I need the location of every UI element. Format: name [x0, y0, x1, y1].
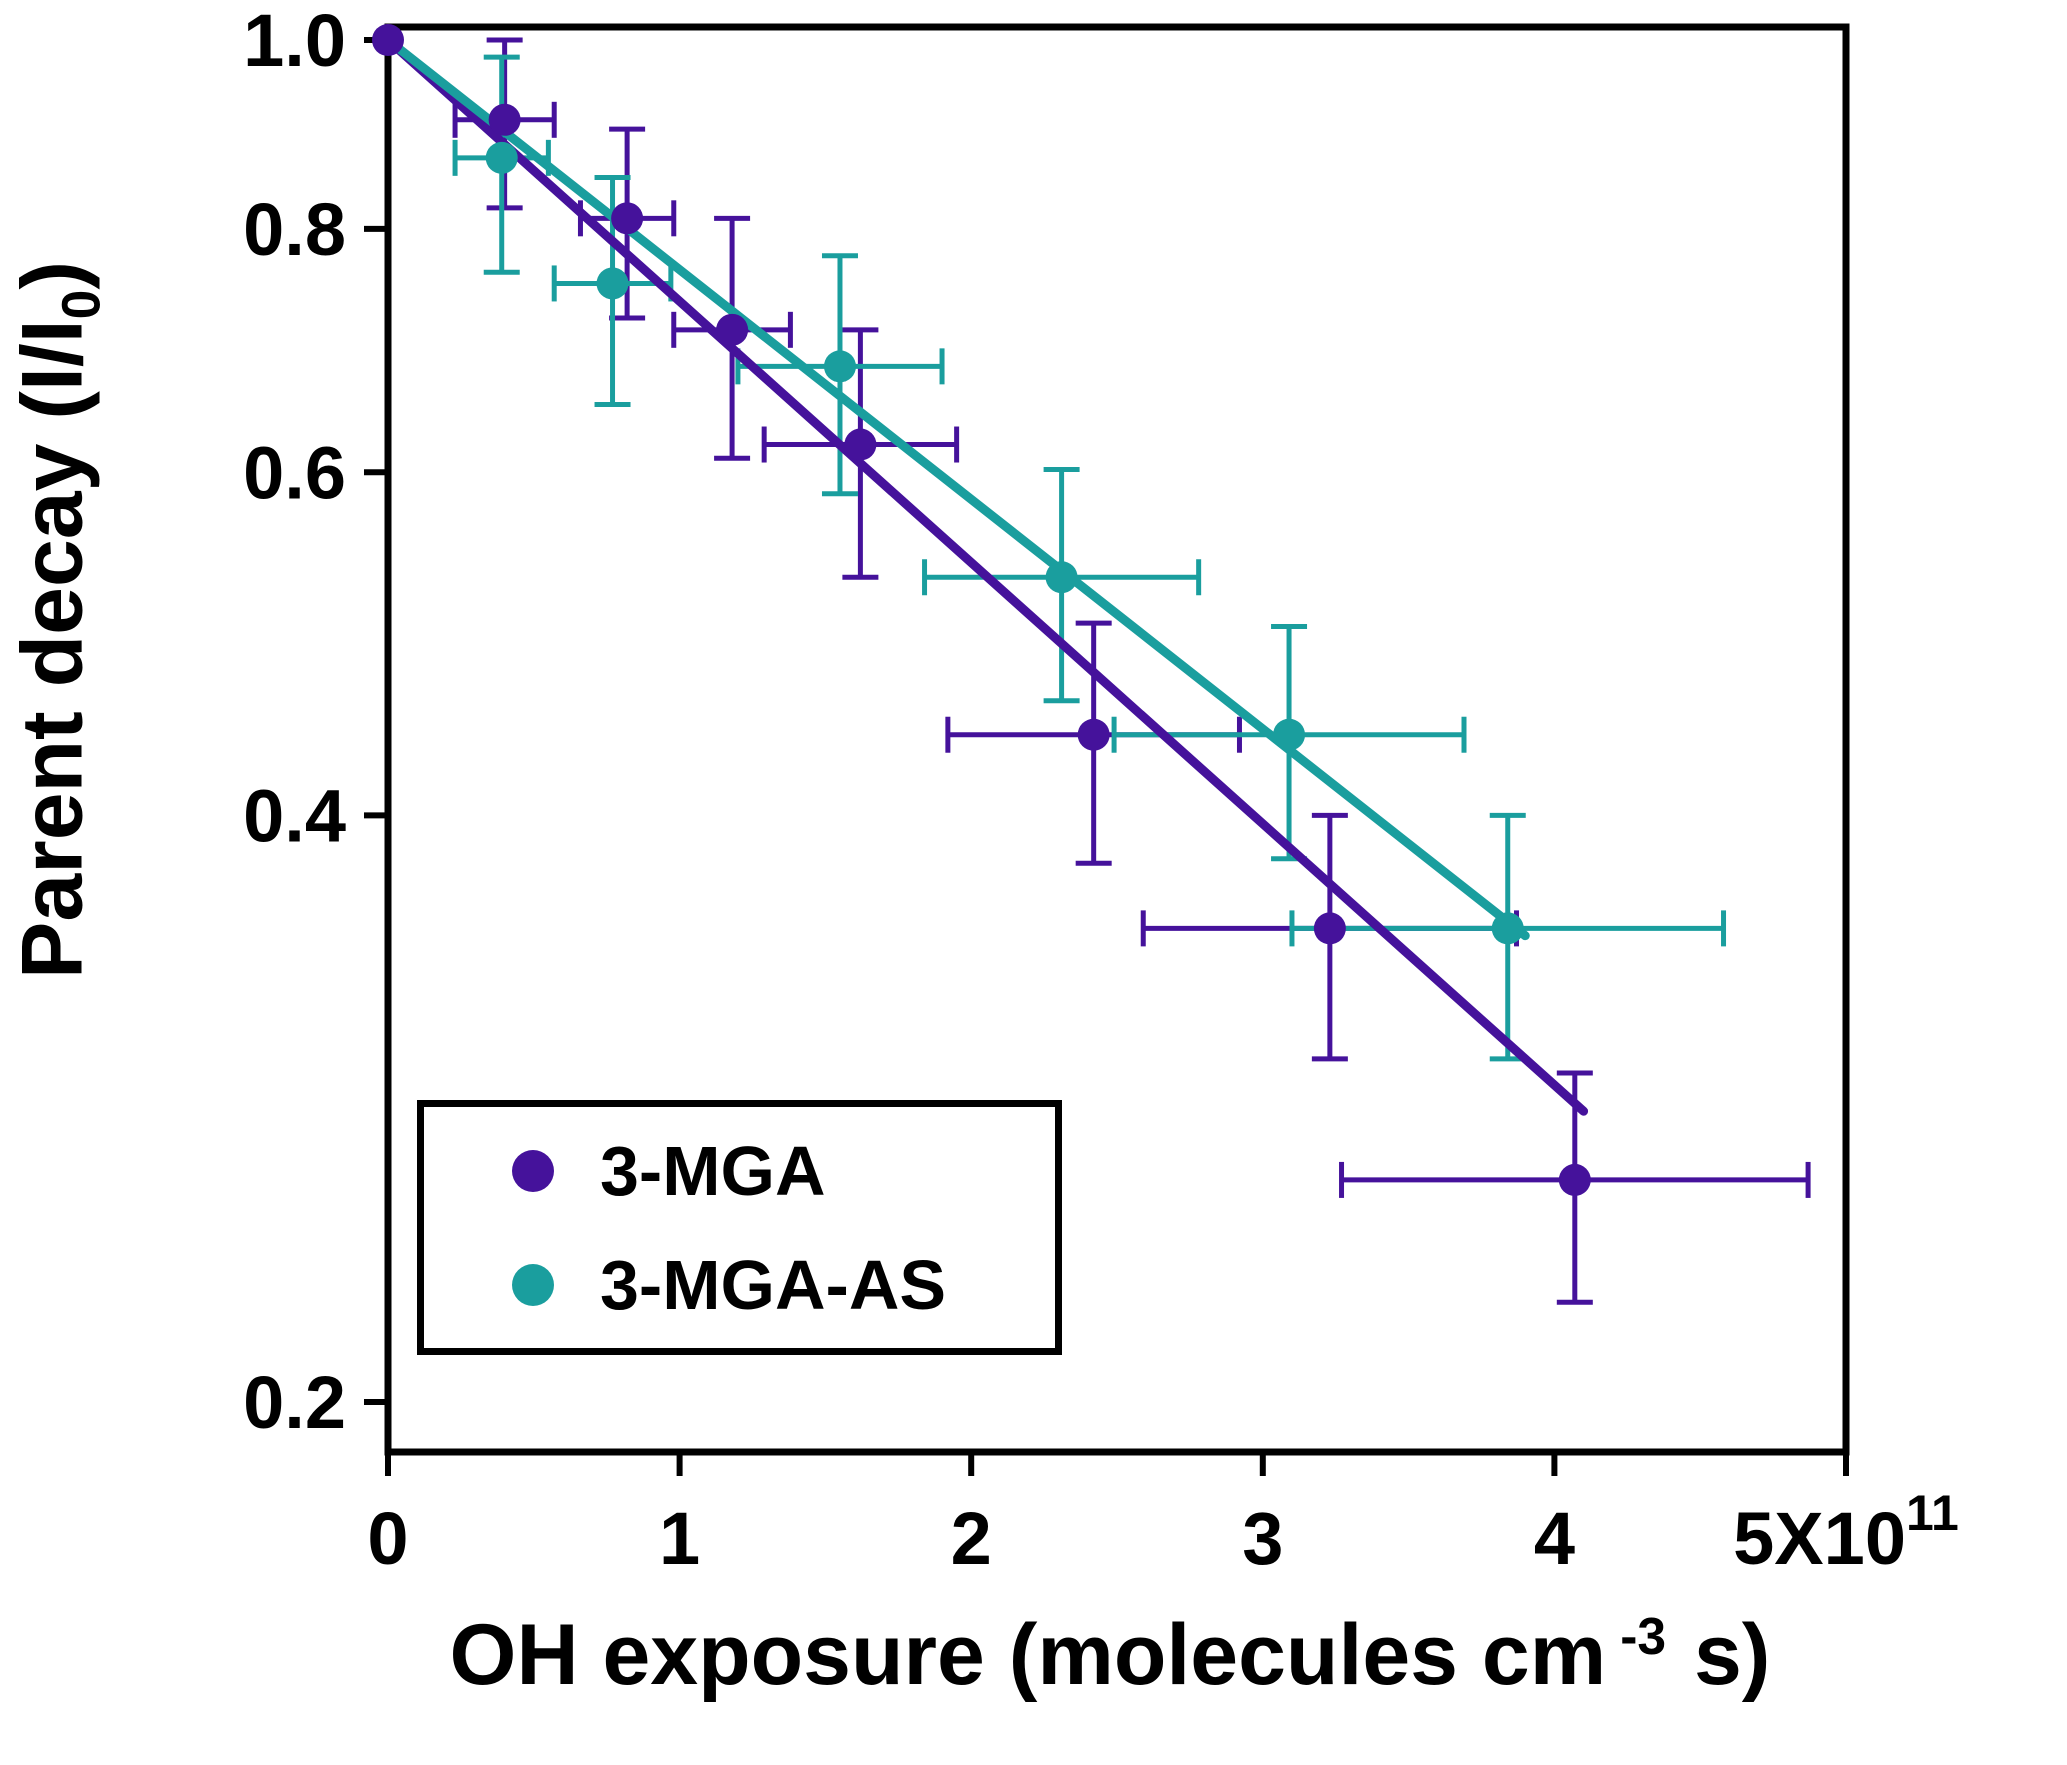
legend-marker-3mga-icon [512, 1149, 554, 1192]
x-axis-title-superscript: -3 [1620, 1607, 1667, 1666]
data-point-3-mga-as [823, 350, 856, 383]
y-axis-title-text: Parent decay (I/I [4, 319, 101, 979]
data-point-3-mga-as [1491, 912, 1524, 945]
x-tick-label: 0 [367, 1497, 408, 1580]
x-tick-label: 1 [659, 1497, 700, 1580]
x-tick-label: 3 [1242, 1497, 1283, 1580]
data-point-3-mga [716, 313, 749, 346]
data-point-3-mga-as [485, 141, 518, 174]
data-point-3-mga [1558, 1163, 1591, 1196]
legend-label-3mga-as: 3-MGA-AS [600, 1245, 947, 1324]
legend: 3-MGA 3-MGA-AS [417, 1100, 1062, 1355]
y-axis-title-subscript: 0 [52, 289, 112, 320]
data-point-3-mga [844, 428, 877, 461]
data-point-3-mga [1077, 718, 1110, 751]
x-axis-title-text: OH exposure (molecules cm [449, 1607, 1607, 1703]
data-point-3-mga [611, 202, 644, 235]
y-axis-title: Parent decay (I/I0) [3, 261, 112, 979]
x-axis-title: OH exposure (molecules cm -3 s) [260, 1606, 1960, 1705]
fit-line-3-mga [383, 35, 1589, 1116]
data-point-3-mga-as [596, 267, 629, 300]
y-tick-label: 0.6 [243, 431, 346, 514]
legend-marker-3mga-as-icon [512, 1263, 554, 1306]
x-axis-title-close: s) [1670, 1607, 1771, 1703]
fit-line-3-mga-as [383, 35, 1530, 941]
x-tick-label: 2 [951, 1497, 992, 1580]
y-axis-title-close: ) [4, 261, 101, 290]
x-tick-label: 4 [1534, 1497, 1575, 1580]
data-point-3-mga-as [1045, 561, 1078, 594]
data-point-3-mga-as [1273, 718, 1306, 751]
y-tick-label: 0.2 [243, 1361, 346, 1444]
plot-box [384, 23, 1850, 1456]
data-point-3-mga [372, 24, 404, 56]
legend-item-3mga: 3-MGA [512, 1131, 1055, 1211]
y-tick-label: 0.4 [243, 774, 346, 857]
legend-label-3mga: 3-MGA [600, 1131, 826, 1210]
x-tick-label: 5X1011 [1733, 1485, 1959, 1580]
data-point-3-mga [1313, 912, 1346, 945]
legend-item-3mga-as: 3-MGA-AS [512, 1245, 1055, 1325]
y-tick-label: 1.0 [243, 0, 346, 82]
y-tick-label: 0.8 [243, 188, 346, 271]
data-point-3-mga [488, 103, 521, 136]
